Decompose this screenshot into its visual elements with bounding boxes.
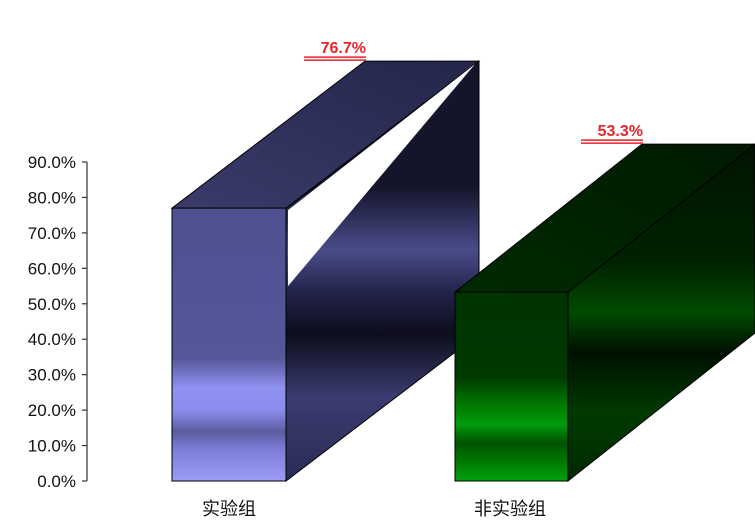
bar-1 xyxy=(170,60,481,483)
bars xyxy=(170,60,755,483)
y-tick-label: 60.0% xyxy=(28,259,76,278)
bar-front-face xyxy=(171,207,287,482)
data-label: 53.3% xyxy=(598,123,643,140)
y-tick-label: 40.0% xyxy=(28,330,76,349)
category-label: 实验组 xyxy=(202,499,256,520)
y-tick-label: 50.0% xyxy=(28,295,76,314)
y-tick-label: 20.0% xyxy=(28,401,76,420)
data-labels: 76.7% 53.3% xyxy=(304,40,643,144)
bar-side-gap xyxy=(288,64,475,287)
category-labels: 实验组 非实验组 xyxy=(202,499,546,520)
y-tick-label: 30.0% xyxy=(28,366,76,385)
category-label: 非实验组 xyxy=(474,499,546,520)
bar-front-face xyxy=(454,291,569,482)
data-label: 76.7% xyxy=(321,40,366,57)
bar-2 xyxy=(453,143,755,483)
y-tick-label: 90.0% xyxy=(28,153,76,172)
y-tick-label: 10.0% xyxy=(28,437,76,456)
y-axis-tick-labels: 0.0% 10.0% 20.0% 30.0% 40.0% 50.0% 60.0% 70.0% 8… xyxy=(28,153,76,491)
y-axis-ticks xyxy=(82,161,87,482)
y-tick-label: 70.0% xyxy=(28,224,76,243)
y-tick-label: 80.0% xyxy=(28,188,76,207)
y-tick-label: 0.0% xyxy=(37,472,76,491)
